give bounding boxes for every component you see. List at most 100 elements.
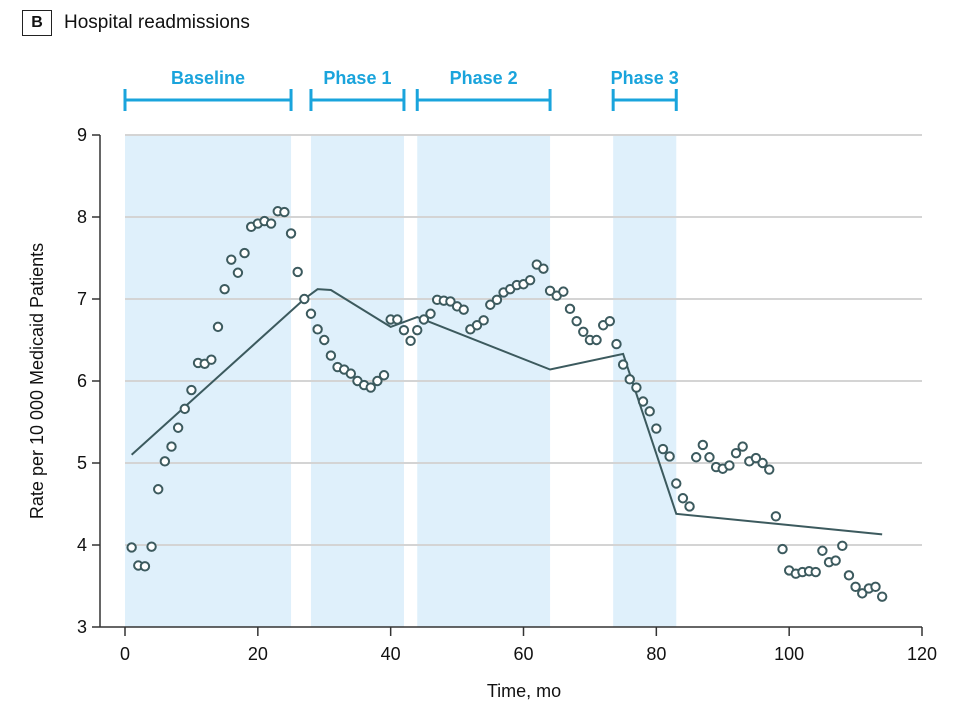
data-point — [657, 443, 669, 455]
panel-title: Hospital readmissions — [64, 12, 250, 33]
data-point — [378, 370, 390, 381]
data-point — [478, 315, 489, 326]
data-point — [677, 493, 689, 504]
data-point — [538, 263, 549, 274]
data-point — [372, 375, 383, 387]
data-point — [617, 359, 629, 370]
data-point — [870, 581, 881, 593]
y-tick-label-6: 6 — [77, 371, 87, 391]
data-point — [843, 570, 855, 581]
data-point — [458, 304, 469, 315]
y-axis-label: Rate per 10 000 Medicaid Patients — [27, 243, 47, 519]
data-point — [777, 543, 788, 555]
data-point — [345, 368, 357, 379]
data-point — [631, 382, 642, 393]
data-point — [491, 294, 503, 306]
data-point — [770, 511, 782, 522]
data-point — [412, 324, 423, 336]
data-point — [704, 452, 715, 463]
data-point — [153, 484, 164, 495]
panel-header: B Hospital readmissions — [22, 8, 250, 38]
data-point — [724, 460, 735, 471]
data-point — [212, 321, 224, 333]
y-tick-label-5: 5 — [77, 453, 87, 473]
y-tick-label-4: 4 — [77, 535, 87, 555]
data-point — [239, 247, 250, 259]
x-tick-label-20: 20 — [248, 644, 268, 664]
data-point — [830, 555, 841, 566]
data-point — [285, 228, 297, 239]
phase-label-baseline: Baseline — [171, 68, 245, 88]
phase-bar-phase-3: Phase 3 — [611, 68, 679, 111]
data-point — [524, 274, 536, 286]
data-point — [651, 423, 662, 434]
data-point — [664, 451, 675, 462]
data-point — [226, 254, 237, 265]
data-point — [564, 303, 576, 315]
gridlines — [125, 134, 922, 546]
data-point — [485, 299, 496, 310]
data-point — [876, 591, 888, 602]
data-point — [445, 296, 456, 307]
data-point — [325, 350, 337, 361]
data-point — [232, 267, 244, 278]
data-point — [730, 447, 742, 459]
data-point — [850, 581, 861, 593]
data-point — [425, 308, 436, 319]
data-point — [179, 403, 190, 415]
data-point — [837, 540, 848, 552]
x-tick-label-100: 100 — [774, 644, 804, 664]
data-point — [757, 457, 768, 469]
data-point — [405, 335, 416, 347]
y-tick-label-9: 9 — [77, 125, 87, 145]
x-tick-label-60: 60 — [513, 644, 533, 664]
y-tick-label-7: 7 — [77, 289, 87, 309]
x-axis-label: Time, mo — [487, 681, 561, 701]
phase-label-phase-3: Phase 3 — [611, 68, 679, 88]
data-point — [471, 320, 483, 331]
data-point — [305, 308, 317, 319]
data-point — [265, 218, 277, 229]
data-point — [591, 334, 602, 346]
data-point — [292, 266, 303, 278]
data-point — [817, 545, 828, 556]
data-point — [365, 382, 376, 393]
axes: 3 4 5 6 7 8 9 0 20 40 60 80 100 120 — [77, 125, 937, 664]
trend-line-group — [130, 288, 883, 536]
data-point — [764, 464, 775, 475]
data-point — [392, 314, 403, 325]
data-point — [166, 441, 177, 452]
data-point — [578, 326, 589, 337]
data-point — [206, 354, 217, 365]
data-point — [624, 374, 635, 385]
x-tick-label-120: 120 — [907, 644, 937, 664]
data-point — [172, 422, 184, 433]
data-point — [544, 285, 556, 296]
y-tick-label-8: 8 — [77, 207, 87, 227]
y-tick-label-3: 3 — [77, 617, 87, 637]
data-point — [697, 439, 709, 451]
data-point — [418, 314, 430, 325]
x-tick-label-0: 0 — [120, 644, 130, 664]
phase-bar-phase-2: Phase 2 — [415, 68, 552, 111]
data-point — [398, 324, 410, 336]
panel-letter-badge: B — [22, 10, 52, 36]
x-tick-label-80: 80 — [646, 644, 666, 664]
phase-label-phase-2: Phase 2 — [450, 68, 518, 88]
data-point — [857, 588, 868, 599]
data-point — [611, 338, 622, 350]
data-point — [319, 334, 330, 346]
phase-bars: Baseline Phase 1 Phase 2 Phase 3 — [123, 68, 679, 111]
data-point — [279, 206, 290, 218]
phase-bar-phase-1: Phase 1 — [309, 68, 406, 111]
observed-points — [126, 206, 888, 602]
x-tick-label-40: 40 — [381, 644, 401, 664]
data-point — [810, 566, 821, 578]
data-point — [126, 542, 137, 553]
data-point — [219, 283, 230, 295]
data-point — [671, 478, 682, 489]
data-point — [558, 286, 569, 297]
data-point — [299, 293, 310, 305]
data-point — [737, 441, 748, 452]
phase-bar-baseline: Baseline — [123, 68, 293, 111]
